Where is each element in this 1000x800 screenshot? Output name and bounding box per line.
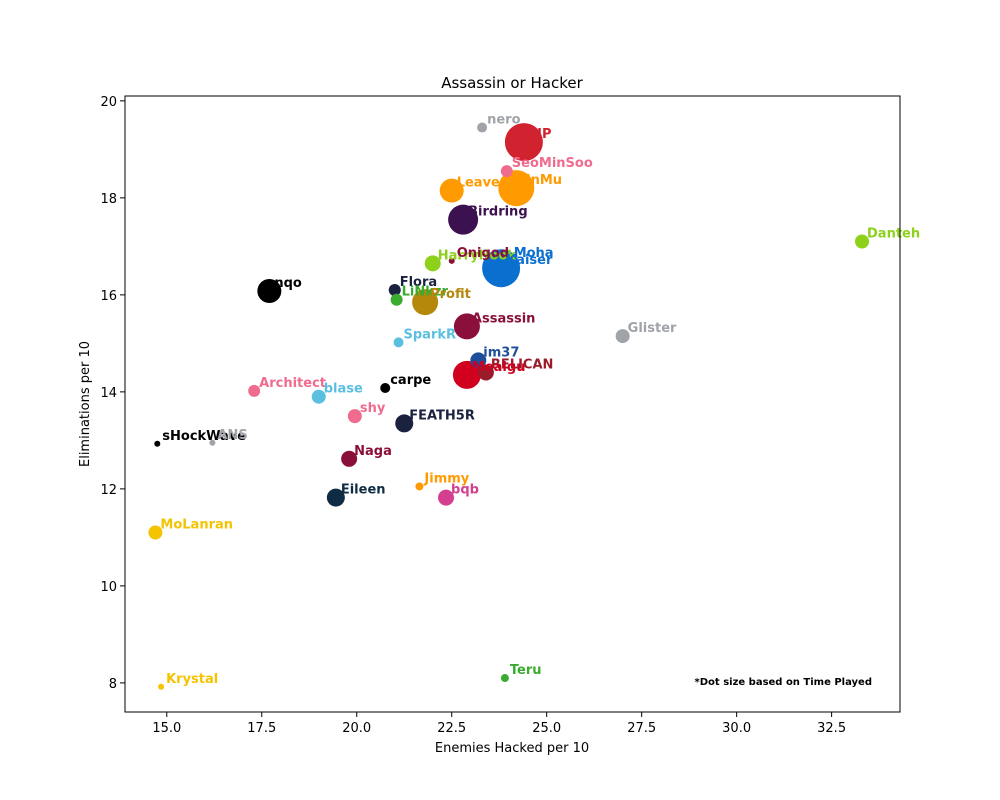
data-point-label: Leave: [457, 176, 500, 191]
data-point: [380, 382, 391, 393]
data-point: [439, 178, 464, 203]
y-ticks: 8 10 12 14 16 18 20: [100, 95, 125, 692]
x-tick-label: 27.5: [627, 721, 656, 736]
x-tick-label: 32.5: [817, 721, 846, 736]
data-point-label: Kaiser: [506, 253, 553, 268]
data-point: [148, 525, 163, 540]
data-point-label: Moha: [514, 246, 554, 261]
data-point: [500, 165, 513, 178]
y-tick-label: 18: [100, 192, 117, 207]
data-point-label: Assassin: [472, 311, 535, 326]
data-point-label: ANS: [217, 428, 247, 443]
data-point-label: SeoMinSoo: [512, 156, 593, 171]
data-point: [393, 337, 404, 348]
data-point-label: bqb: [451, 483, 479, 498]
y-tick-label: 10: [100, 580, 117, 595]
data-point: [500, 674, 509, 683]
data-point: [388, 284, 401, 297]
data-point-label: HarryHook: [438, 248, 517, 263]
data-point: [347, 409, 362, 424]
data-point: [390, 293, 403, 306]
data-point-label: nero: [487, 113, 520, 128]
data-point-label: LIP: [529, 127, 552, 142]
data-point: [154, 440, 161, 447]
data-point-label: MoLanran: [160, 518, 233, 533]
data-point-label: nqo: [274, 276, 302, 291]
data-point-label: Mealgu: [472, 360, 526, 375]
data-point: [395, 414, 414, 433]
dot-size-note: *Dot size based on Time Played: [695, 677, 872, 688]
data-point-label: Danteh: [867, 227, 920, 242]
chart-title: Assassin or Hacker: [441, 74, 583, 92]
y-axis-label: Eliminations per 10: [78, 341, 93, 467]
data-point-label: Birdring: [468, 205, 528, 220]
data-point-label: Glister: [628, 321, 677, 336]
y-tick-label: 14: [100, 386, 117, 401]
data-point-label: SparkR: [404, 327, 457, 342]
data-point-label: Jimmy: [423, 471, 469, 486]
data-point: [505, 257, 512, 264]
x-tick-label: 15.0: [152, 721, 181, 736]
data-point-label: JinMu: [520, 173, 562, 188]
x-tick-label: 20.0: [342, 721, 371, 736]
data-point-label: LiNkzr: [402, 285, 449, 300]
data-point: [477, 122, 488, 133]
points-layer: [148, 122, 870, 690]
x-tick-label: 25.0: [532, 721, 561, 736]
data-point: [341, 450, 358, 467]
y-tick-label: 12: [100, 483, 117, 498]
data-point: [158, 683, 165, 690]
y-tick-label: 20: [100, 95, 117, 110]
data-point-label: Architect: [259, 376, 326, 391]
x-ticks: 15.0 17.5 20.0 22.5 25.0 27.5 30.0 32.5: [152, 712, 846, 736]
data-point: [452, 360, 481, 389]
data-point: [438, 489, 455, 506]
data-point: [448, 204, 479, 235]
x-axis-label: Enemies Hacked per 10: [435, 741, 589, 756]
y-tick-label: 16: [100, 289, 117, 304]
y-tick-label: 8: [109, 677, 117, 692]
data-point: [448, 257, 455, 264]
data-point: [311, 389, 326, 404]
x-tick-label: 17.5: [247, 721, 276, 736]
data-point-label: RELICAN: [491, 357, 554, 372]
data-point-label: Krystal: [166, 672, 218, 687]
data-point: [412, 289, 439, 316]
data-point: [504, 123, 543, 162]
data-point: [855, 234, 870, 249]
data-point-label: blase: [324, 382, 363, 397]
data-point: [477, 364, 494, 381]
data-point: [248, 384, 261, 397]
data-point: [498, 170, 535, 207]
labels-layer: nero LIP SeoMinSoo Leave JinMu Birdring Danteh…: [160, 113, 920, 687]
data-point: [424, 255, 441, 272]
data-point: [326, 488, 345, 507]
x-tick-label: 30.0: [722, 721, 751, 736]
data-point-label: Profit: [430, 287, 471, 302]
plot-frame: [124, 95, 901, 713]
data-point: [257, 278, 282, 303]
data-point-label: Teru: [510, 663, 542, 678]
data-point-label: Eileen: [341, 483, 386, 498]
data-point-label: FEATH5R: [409, 408, 475, 423]
data-point: [453, 313, 480, 340]
data-point: [615, 329, 630, 344]
data-point-label: im37: [483, 345, 519, 360]
x-tick-label: 22.5: [437, 721, 466, 736]
data-point-label: carpe: [390, 373, 431, 388]
data-point: [415, 482, 424, 491]
data-point-label: shy: [360, 401, 386, 416]
data-point: [470, 352, 487, 369]
data-point-label: Naga: [354, 444, 392, 459]
data-point: [209, 439, 216, 446]
data-point-label: Onigod: [457, 246, 509, 261]
data-point-label: Flora: [400, 275, 437, 290]
data-point-label: sHockWave: [162, 429, 246, 444]
